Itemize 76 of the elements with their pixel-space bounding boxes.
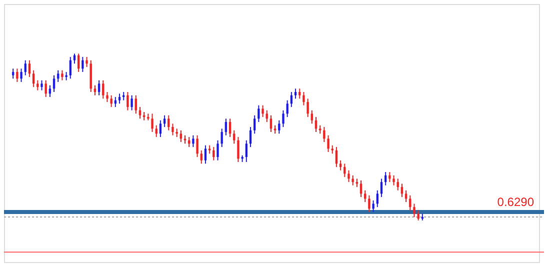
candlestick	[151, 113, 154, 132]
candlestick	[396, 178, 399, 191]
candlestick	[294, 88, 297, 100]
candlestick	[130, 94, 133, 111]
candlestick	[253, 114, 256, 134]
candlestick	[82, 56, 84, 72]
candlestick	[298, 88, 301, 100]
candlestick	[192, 134, 194, 148]
candlestick	[196, 134, 198, 158]
candlestick	[404, 190, 408, 203]
candlestick	[32, 70, 35, 88]
candlestick	[36, 80, 39, 91]
candlestick	[48, 84, 52, 98]
candlestick	[348, 170, 350, 183]
candlestick	[159, 120, 162, 138]
candlestick	[388, 172, 391, 183]
text: 0.6290	[497, 195, 534, 210]
candlestick	[282, 110, 284, 128]
candlestick	[172, 123, 174, 136]
candlestick	[352, 174, 354, 186]
candlestick	[106, 91, 108, 102]
candlestick	[94, 84, 96, 96]
candlestick	[262, 104, 264, 118]
candlestick	[233, 130, 236, 144]
candlestick	[163, 114, 166, 128]
candlestick	[73, 53, 76, 64]
candlestick	[155, 124, 158, 138]
candlestick	[339, 160, 342, 171]
candlestick	[237, 136, 240, 163]
candlestick	[417, 210, 420, 221]
candlestick	[40, 80, 43, 91]
candlestick	[278, 120, 280, 134]
candlestick	[212, 146, 215, 161]
candlestick	[69, 56, 72, 80]
candlestick	[180, 130, 182, 143]
candlestick	[224, 118, 228, 136]
candlestick	[286, 100, 288, 118]
candlestick	[364, 190, 366, 203]
candlestick	[28, 60, 31, 78]
candlestick	[200, 150, 202, 164]
candlestick	[134, 94, 137, 114]
candlestick	[220, 128, 223, 148]
candlestick	[306, 98, 309, 118]
candlestick	[372, 200, 374, 213]
candlestick	[102, 80, 104, 100]
candlestick	[110, 94, 112, 108]
candlestick	[24, 60, 26, 76]
candlestick	[118, 93, 121, 104]
candlestick	[368, 194, 370, 213]
candlestick	[138, 106, 142, 120]
candlestick	[392, 174, 395, 186]
candlestick	[413, 203, 416, 218]
candlestick	[20, 68, 22, 82]
candlestick	[52, 74, 56, 92]
candlestick	[245, 140, 248, 163]
candlestick	[86, 56, 88, 68]
candlestick	[360, 180, 362, 198]
candlestick	[302, 91, 305, 106]
candlestick	[270, 114, 272, 132]
candlestick	[61, 70, 64, 81]
candlestick	[168, 114, 170, 131]
candlestick	[12, 68, 14, 80]
candlestick	[16, 68, 18, 82]
candlestick	[310, 110, 313, 124]
candlestick	[266, 110, 268, 122]
candlestick	[216, 140, 219, 161]
candlestick	[57, 70, 60, 82]
candlestick	[327, 134, 330, 153]
candlestick	[44, 80, 47, 98]
candlestick	[204, 144, 207, 164]
candlestick	[126, 91, 129, 111]
candlestick	[323, 126, 326, 143]
candlestick	[409, 194, 412, 211]
candlestick	[258, 104, 260, 122]
candlestick	[98, 80, 100, 96]
candlestick	[376, 190, 378, 208]
